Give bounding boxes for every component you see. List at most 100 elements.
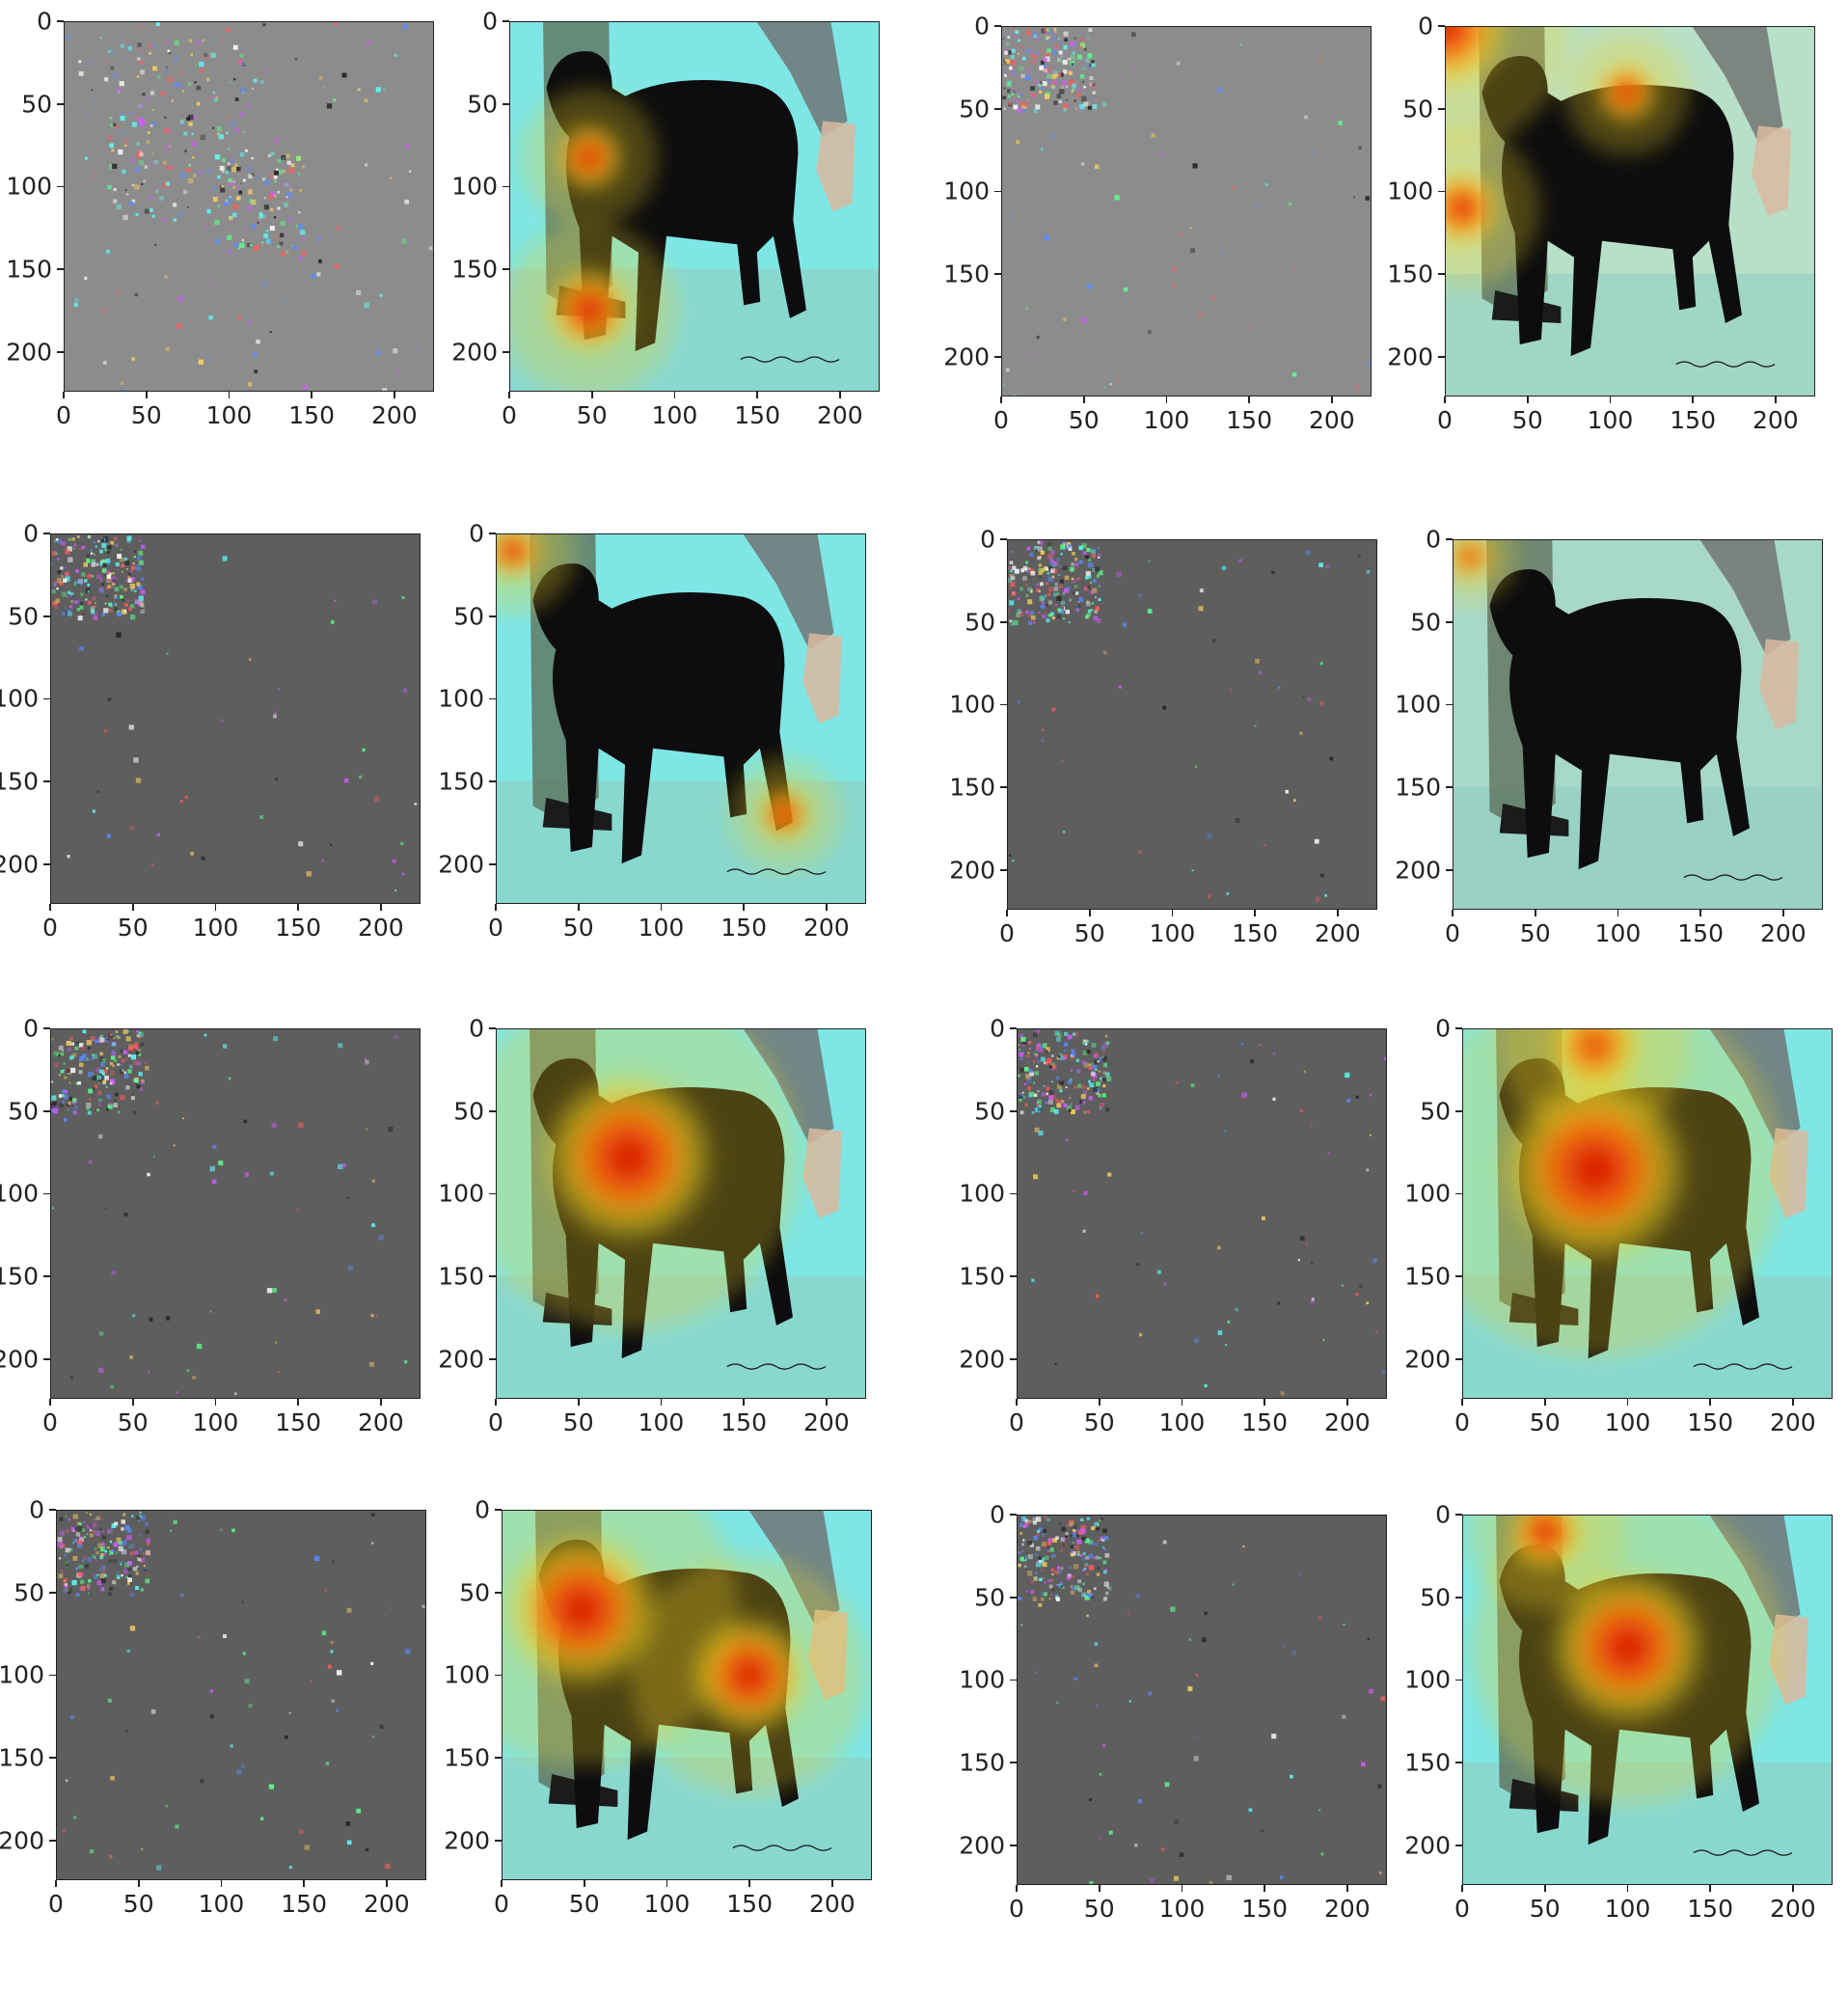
y-tick: [994, 356, 1001, 358]
x-tick-label: 50: [117, 914, 149, 942]
y-tick-label: 50: [1410, 608, 1441, 637]
y-tick-label: 200: [0, 1826, 44, 1855]
y-tick: [57, 102, 64, 105]
heatmap-overlay-image: [1454, 540, 1822, 909]
y-tick: [1455, 1514, 1462, 1516]
y-tick-label: 0: [990, 1500, 1005, 1529]
x-tick-label: 100: [1149, 919, 1196, 947]
x-tick-label: 100: [205, 401, 253, 429]
x-tick-label: 150: [720, 1408, 767, 1436]
image-panel: [1001, 26, 1372, 396]
axes-row4-col2: 0 0 50 50 100 100 150 150 200 200: [444, 1498, 872, 1916]
axes-row3-col4: 0 0 50 50 100 100 150 150 200 200: [1404, 1017, 1833, 1435]
y-tick: [503, 102, 509, 105]
image-panel: [1462, 1028, 1833, 1399]
x-tick: [1088, 910, 1091, 916]
x-tick-label: 100: [638, 1408, 685, 1436]
x-tick-label: 0: [1454, 1408, 1470, 1436]
y-tick-label: 0: [37, 7, 52, 36]
y-tick-label: 200: [949, 856, 995, 885]
x-tick-label: 100: [1158, 1408, 1206, 1436]
x-tick-label: 50: [117, 1408, 149, 1436]
y-tick: [495, 1757, 502, 1759]
x-tick-label: 0: [42, 1408, 58, 1436]
x-tick-label: 0: [999, 919, 1015, 947]
y-tick: [57, 20, 64, 22]
x-tick: [1617, 910, 1619, 916]
x-tick: [214, 904, 217, 911]
x-tick-label: 150: [281, 1890, 327, 1918]
y-tick-label: 200: [0, 1345, 39, 1374]
x-tick-label: 50: [1511, 406, 1543, 434]
image-panel: [1017, 1515, 1387, 1885]
x-tick-label: 0: [1445, 919, 1460, 947]
y-tick: [1446, 538, 1453, 540]
x-tick-label: 100: [192, 914, 239, 942]
y-tick-label: 150: [959, 1748, 1005, 1777]
y-tick-label: 100: [959, 1179, 1005, 1208]
y-tick-label: 100: [1387, 177, 1433, 205]
y-tick-label: 150: [438, 767, 484, 796]
x-tick-label: 100: [198, 1890, 245, 1918]
x-tick-label: 0: [48, 1890, 64, 1918]
y-tick-label: 50: [974, 1583, 1005, 1612]
y-tick: [1455, 1762, 1462, 1763]
y-tick-label: 200: [438, 1345, 484, 1374]
y-tick-label: 0: [475, 1495, 490, 1524]
y-tick: [1010, 1275, 1017, 1277]
image-panel: [509, 21, 880, 392]
y-tick-label: 0: [980, 525, 995, 554]
x-tick: [311, 392, 313, 398]
x-tick: [743, 904, 745, 911]
y-tick: [1000, 786, 1007, 788]
image-panel: [1462, 1515, 1833, 1885]
x-tick: [1543, 1885, 1546, 1892]
x-tick: [748, 1880, 750, 1887]
x-tick-label: 150: [1241, 1895, 1288, 1923]
y-tick-label: 200: [1404, 1831, 1451, 1860]
y-tick: [1010, 1192, 1017, 1195]
y-tick: [1010, 1762, 1017, 1763]
y-tick: [495, 1840, 502, 1842]
x-tick-label: 100: [1594, 919, 1642, 947]
x-tick: [1248, 396, 1250, 403]
y-tick-label: 100: [1404, 1665, 1451, 1694]
y-tick-label: 200: [1387, 342, 1433, 371]
x-tick: [386, 1880, 388, 1887]
y-tick: [1000, 869, 1007, 871]
x-tick-label: 200: [816, 401, 863, 429]
x-tick: [501, 1880, 503, 1887]
x-tick: [1346, 1399, 1348, 1406]
x-tick-label: 50: [1083, 1895, 1115, 1923]
y-tick: [1010, 1596, 1017, 1599]
x-tick-label: 0: [502, 401, 517, 429]
y-tick: [489, 697, 496, 700]
image-panel: [496, 1028, 866, 1399]
heatmap-overlay-image: [497, 1029, 865, 1398]
x-tick: [831, 1880, 833, 1887]
x-tick-label: 150: [1670, 406, 1716, 434]
x-tick: [49, 904, 51, 911]
y-tick: [43, 1109, 50, 1112]
x-tick: [297, 1399, 299, 1406]
y-tick-label: 200: [1395, 856, 1441, 885]
gradient-noise-image: [1018, 1029, 1386, 1398]
y-tick-label: 150: [0, 1743, 44, 1772]
x-tick-label: 50: [1073, 919, 1105, 947]
y-tick-label: 50: [1402, 95, 1433, 123]
y-tick: [489, 1275, 496, 1277]
x-tick-label: 50: [1083, 1408, 1115, 1436]
x-tick-label: 100: [638, 914, 685, 942]
x-tick-label: 150: [275, 914, 321, 942]
x-tick: [1792, 1399, 1794, 1406]
y-tick: [994, 107, 1001, 110]
y-tick-label: 100: [0, 1179, 39, 1208]
y-tick-label: 100: [0, 684, 39, 713]
y-tick: [1000, 703, 1007, 706]
y-tick: [489, 533, 496, 534]
x-tick-label: 50: [1529, 1895, 1561, 1923]
y-tick-label: 100: [943, 177, 990, 205]
x-tick: [1526, 396, 1529, 403]
x-tick: [131, 1399, 134, 1406]
